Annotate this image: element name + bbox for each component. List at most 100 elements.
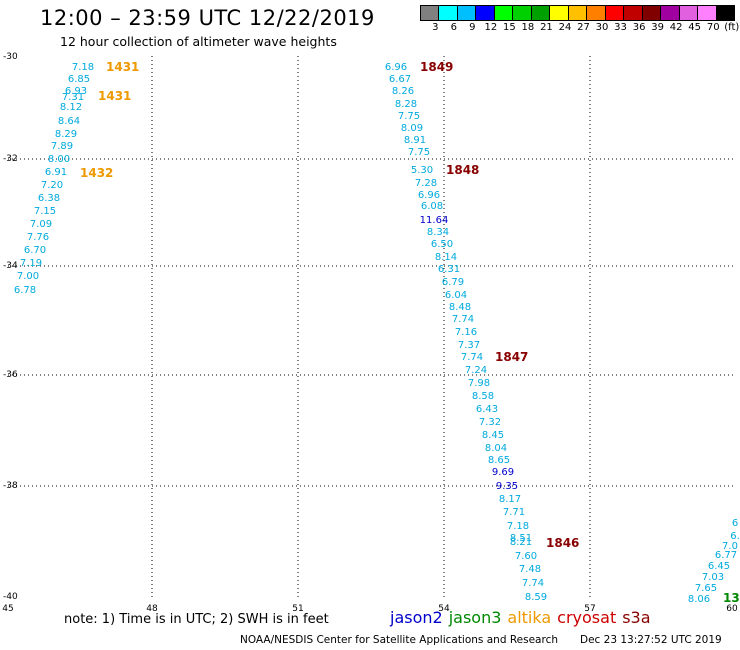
wave-height-value: 6.96 (418, 190, 440, 201)
wave-height-value: 7.20 (41, 180, 63, 191)
scale-label: 30 (595, 22, 609, 33)
wave-height-value: 8.21 (510, 537, 532, 548)
wave-height-value: 6.50 (431, 239, 453, 250)
legend-item-jason2: jason2 (390, 608, 443, 627)
wave-height-value: 7.48 (519, 564, 541, 575)
wave-height-value: 8.65 (488, 455, 510, 466)
wave-height-value: 6.91 (45, 167, 67, 178)
scale-label: 6 (450, 22, 457, 33)
wave-height-value: 6.78 (14, 285, 36, 296)
wave-height-value: 7.89 (51, 141, 73, 152)
wave-height-value: 6.08 (421, 201, 443, 212)
scale-label: 70 (706, 22, 720, 33)
latitude-label: -38 (3, 481, 18, 491)
wave-height-value: 11.64 (420, 215, 449, 226)
generated-timestamp: Dec 23 13:27:52 UTC 2019 (580, 634, 722, 646)
longitude-label: 51 (292, 604, 304, 614)
wave-height-value: 6 (732, 518, 738, 529)
wave-height-value: 8.59 (525, 592, 547, 603)
latitude-label: -40 (3, 592, 18, 602)
pass-time-label: 1849 (420, 60, 453, 74)
scale-swatch (642, 6, 662, 20)
scale-swatch (587, 6, 606, 20)
latitude-label: -32 (3, 154, 18, 164)
wave-height-value: 7.74 (452, 314, 474, 325)
wave-height-value: 7.32 (479, 417, 501, 428)
scale-swatch (550, 6, 569, 20)
scale-label: 45 (688, 22, 702, 33)
wave-height-value: 7.60 (515, 551, 537, 562)
legend-item-jason3: jason3 (448, 608, 502, 627)
wave-height-value: 8.28 (395, 99, 417, 110)
wave-height-value: 5.30 (411, 165, 433, 176)
scale-swatch (494, 6, 514, 20)
wave-height-value: 7.18 (507, 521, 529, 532)
longitude-label: 48 (146, 604, 158, 614)
scale-swatch (439, 6, 458, 20)
wave-height-value: 6.93 (65, 86, 87, 97)
source-credit: NOAA/NESDIS Center for Satellite Applica… (240, 634, 558, 646)
legend-item-s3a: s3a (622, 608, 651, 627)
map-title: 12:00 – 23:59 UTC 12/22/2019 (40, 6, 375, 30)
scale-swatch (513, 6, 532, 20)
wave-height-value: 7.16 (455, 327, 477, 338)
scale-swatch (698, 6, 717, 20)
pass-time-label: 1848 (446, 163, 479, 177)
scale-label: 3 (432, 22, 439, 33)
pass-time-label: 13 (723, 591, 740, 605)
note-text: note: 1) Time is in UTC; 2) SWH is in fe… (64, 612, 329, 627)
wave-height-value: 7.31 (62, 92, 84, 103)
scale-swatch (605, 6, 625, 20)
wave-height-value: 7.75 (398, 111, 420, 122)
scale-label: 27 (577, 22, 590, 33)
scale-swatch (624, 6, 643, 20)
scale-swatch (679, 6, 699, 20)
legend-item-altika: altika (507, 608, 552, 627)
wave-height-value: 7.65 (695, 583, 717, 594)
wave-height-value: 8.45 (482, 430, 504, 441)
wave-height-value: 8.09 (401, 123, 423, 134)
map-subtitle: 12 hour collection of altimeter wave hei… (60, 34, 337, 49)
wave-height-value: 8.14 (435, 252, 457, 263)
scale-label: 9 (469, 22, 476, 33)
pass-time-labels: 1431 1431 1432 1849 1848 1847 1846 13 (80, 60, 740, 605)
scale-swatch (716, 6, 734, 20)
wave-height-value: 7.15 (34, 206, 56, 217)
wave-height-value: 7.71 (503, 507, 525, 518)
wave-height-value: 6.38 (38, 193, 60, 204)
wave-height-value: 9.69 (492, 467, 514, 478)
scale-label: (ft) (724, 22, 740, 33)
wave-height-value: 6. (730, 531, 740, 542)
wave-height-value: 8.00 (48, 154, 70, 165)
wave-height-value: 6.43 (476, 404, 498, 415)
wave-height-value: 7.18 (72, 62, 94, 73)
wave-height-value: 7.00 (17, 271, 39, 282)
wave-height-value: 7.74 (461, 352, 483, 363)
wave-height-value: 8.51 (510, 533, 532, 544)
pass-time-label: 1431 (106, 60, 139, 74)
scale-label: 42 (669, 22, 683, 33)
wave-height-value: 6.96 (385, 62, 407, 73)
pass-time-label: 1431 (98, 89, 131, 103)
wave-height-value: 7.09 (30, 219, 52, 230)
wave-height-value: 7.24 (465, 365, 487, 376)
scale-swatch (421, 6, 440, 20)
wave-height-value: 7.98 (468, 378, 490, 389)
scale-swatch (568, 6, 588, 20)
wave-height-value: 8.06 (688, 594, 710, 605)
latitude-label: -30 (3, 52, 18, 62)
wave-height-value: 6.70 (24, 245, 46, 256)
wave-height-value: 8.34 (427, 227, 449, 238)
wave-height-value: 7.37 (458, 340, 480, 351)
wave-height-color-scale: 3 6 9 12 15 18 21 24 27 30 33 36 39 42 45 70 (ft) (420, 5, 739, 35)
color-scale-labels: 3 6 9 12 15 18 21 24 27 30 33 36 39 42 45 70 (ft) (420, 21, 739, 35)
wave-height-value: 8.58 (472, 391, 494, 402)
scale-swatch (476, 6, 495, 20)
satellite-legend: jason2 jason3 altika cryosat s3a (390, 608, 657, 627)
wave-height-value: 6.67 (389, 74, 411, 85)
wave-height-value: 6.04 (445, 290, 467, 301)
wave-height-value: 6.45 (708, 561, 730, 572)
scale-swatch (531, 6, 551, 20)
wave-height-value: 8.48 (449, 302, 471, 313)
